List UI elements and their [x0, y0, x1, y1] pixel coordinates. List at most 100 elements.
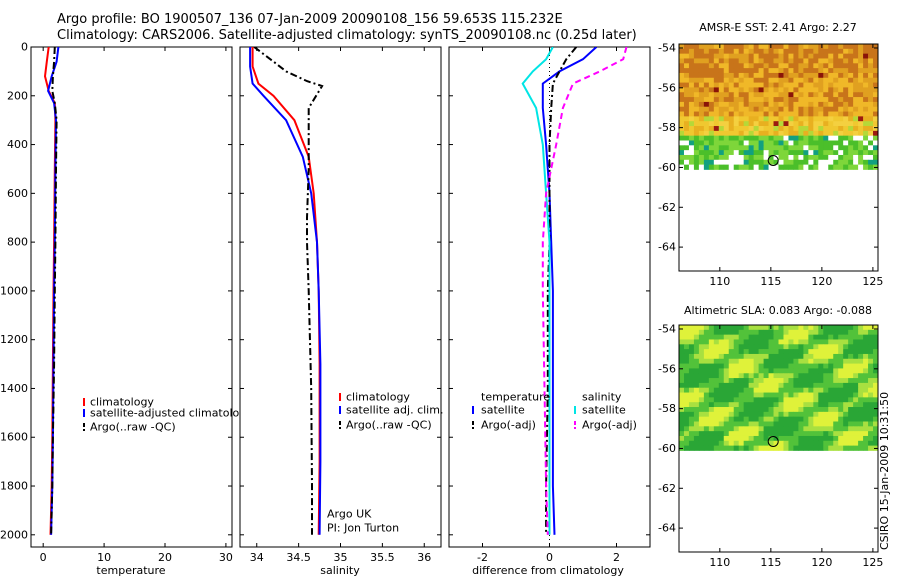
- x-tick-label: 35: [334, 551, 348, 564]
- heatmap-cell: [683, 387, 690, 393]
- heatmap-cell: [853, 154, 859, 161]
- heatmap-cell: [763, 358, 769, 364]
- heatmap-cell: [748, 445, 755, 451]
- heatmap-cell: [868, 130, 874, 137]
- heatmap-cell: [753, 72, 760, 79]
- heatmap-cell: [733, 445, 740, 451]
- heatmap-cell: [728, 58, 735, 64]
- heatmap-cell: [873, 334, 878, 340]
- heatmap-cell: [679, 411, 685, 418]
- heatmap-cell: [778, 72, 784, 79]
- heatmap-cell: [693, 82, 700, 88]
- heatmap-cell: [868, 126, 874, 132]
- heatmap-cell: [783, 121, 789, 127]
- heatmap-cell: [858, 68, 864, 74]
- heatmap-cell: [688, 431, 695, 437]
- heatmap-cell: [688, 344, 695, 350]
- heatmap-cell: [679, 140, 685, 146]
- heatmap-cell: [813, 130, 819, 137]
- heatmap-cell: [868, 402, 874, 408]
- heatmap-cell: [823, 397, 829, 403]
- heatmap-cell: [778, 159, 784, 166]
- heatmap-cell: [708, 92, 715, 98]
- heatmap-cell: [823, 150, 829, 156]
- heatmap-cell: [788, 58, 794, 64]
- heatmap-cell: [703, 426, 710, 432]
- heatmap-cell: [733, 325, 740, 331]
- heatmap-cell: [788, 72, 794, 79]
- heatmap-cell: [683, 426, 690, 432]
- heatmap-cell: [823, 48, 829, 55]
- heatmap-cell: [858, 106, 864, 112]
- heatmap-cell: [858, 63, 864, 69]
- heatmap-cell: [733, 126, 740, 132]
- heatmap-cell: [728, 77, 735, 83]
- heatmap-cell: [828, 164, 834, 170]
- heatmap-cell: [703, 101, 710, 108]
- heatmap-cell: [758, 72, 764, 79]
- heatmap-cell: [828, 368, 834, 374]
- heatmap-cell: [858, 58, 864, 64]
- heatmap-cell: [743, 358, 750, 364]
- heatmap-cell: [683, 68, 690, 74]
- heatmap-cell: [863, 97, 869, 103]
- heatmap-cell: [728, 87, 735, 93]
- heatmap-cell: [823, 431, 829, 437]
- heatmap-cell: [853, 426, 859, 432]
- heatmap-cell: [708, 373, 715, 379]
- heatmap-cell: [833, 126, 839, 132]
- heatmap-cell: [788, 87, 794, 93]
- heatmap-cell: [688, 402, 695, 408]
- heatmap-cell: [713, 329, 720, 336]
- heatmap-cell: [768, 106, 774, 112]
- heatmap-cell: [748, 121, 755, 127]
- heatmap-cell: [679, 97, 685, 103]
- x-tick-label: 36: [417, 551, 431, 564]
- heatmap-cell: [843, 101, 849, 108]
- heatmap-cell: [753, 53, 760, 59]
- heatmap-cell: [708, 435, 715, 442]
- heatmap-cell: [703, 344, 710, 350]
- heatmap-cell: [813, 378, 819, 384]
- heatmap-cell: [713, 63, 720, 69]
- heatmap-cell: [698, 53, 705, 59]
- heatmap-cell: [743, 44, 750, 50]
- heatmap-cell: [738, 92, 745, 98]
- heatmap-cell: [828, 44, 834, 50]
- heatmap-cell: [823, 349, 829, 355]
- heatmap-cell: [848, 135, 854, 141]
- heatmap-cell: [848, 140, 854, 146]
- heatmap-cell: [698, 426, 705, 432]
- heatmap-cell: [753, 58, 760, 64]
- heatmap-cell: [713, 92, 720, 98]
- heatmap-cell: [683, 44, 690, 50]
- heatmap-cell: [808, 140, 814, 146]
- heatmap-cell: [823, 382, 829, 389]
- heatmap-cell: [778, 363, 784, 369]
- heatmap-cell: [723, 358, 730, 364]
- heatmap-cell: [683, 440, 690, 447]
- heatmap-cell: [868, 97, 874, 103]
- heatmap-cell: [868, 87, 874, 93]
- heatmap-cell: [693, 378, 700, 384]
- heatmap-cell: [798, 92, 804, 98]
- heatmap-cell: [778, 387, 784, 393]
- heatmap-cell: [803, 101, 809, 108]
- heatmap-cell: [718, 68, 725, 74]
- heatmap-cell: [848, 126, 854, 132]
- heatmap-cell: [873, 325, 878, 331]
- heatmap-cell: [713, 325, 720, 331]
- heatmap-cell: [833, 387, 839, 393]
- heatmap-cell: [818, 159, 824, 166]
- heatmap-cell: [708, 431, 715, 437]
- heatmap-cell: [813, 126, 819, 132]
- heatmap-cell: [858, 421, 864, 427]
- heatmap-cell: [858, 387, 864, 393]
- heatmap-cell: [818, 445, 824, 451]
- heatmap-cell: [723, 154, 730, 161]
- heatmap-cell: [813, 159, 819, 166]
- heatmap-cell: [823, 159, 829, 166]
- heatmap-cell: [748, 44, 755, 50]
- heatmap-cell: [828, 435, 834, 442]
- heatmap-cell: [793, 349, 799, 355]
